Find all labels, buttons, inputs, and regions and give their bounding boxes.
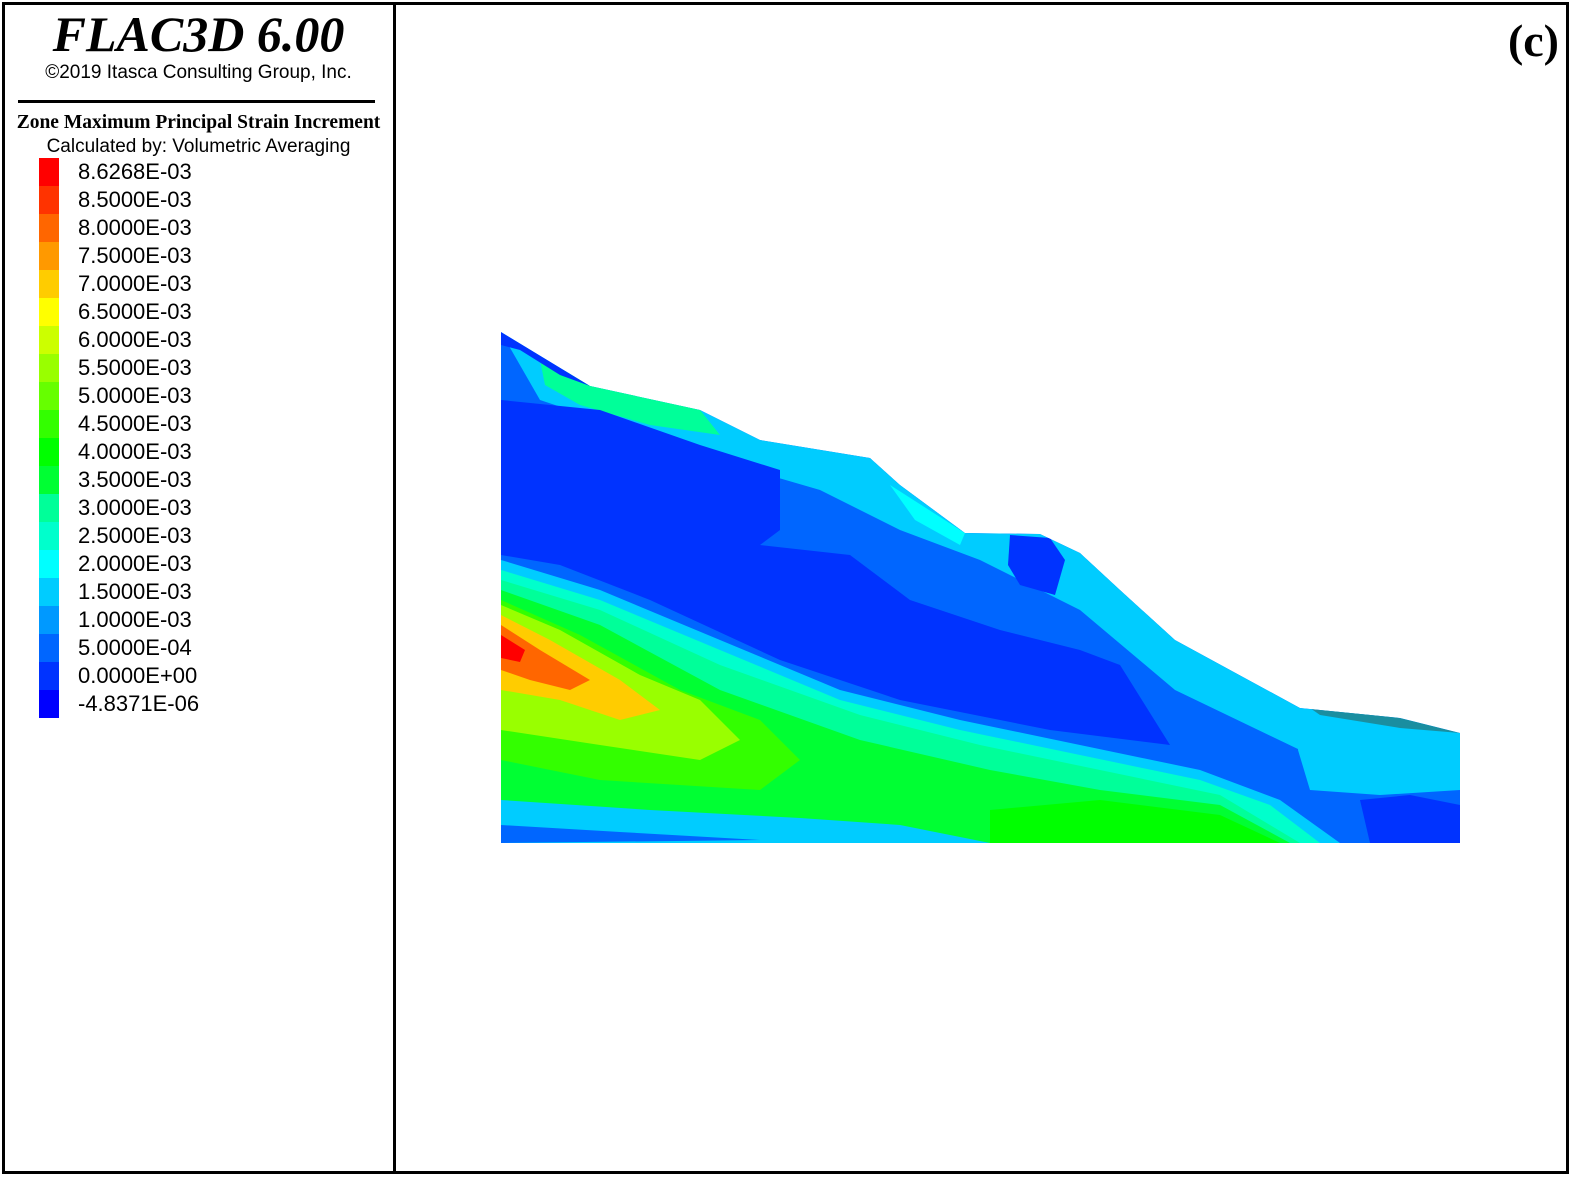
- copyright-text: ©2019 Itasca Consulting Group, Inc.: [45, 62, 352, 83]
- legend-label: 2.0000E-03: [78, 551, 192, 576]
- contour-band-low-pocket: [1008, 535, 1065, 595]
- legend-label: 2.5000E-03: [78, 523, 192, 548]
- legend-swatch: [39, 214, 59, 242]
- contour-band-toe-cyan: [1298, 708, 1460, 795]
- contour-band-toe-low: [1360, 795, 1460, 843]
- legend-swatch: [39, 494, 59, 522]
- legend-swatch: [39, 438, 59, 466]
- legend-swatch: [39, 410, 59, 438]
- panel-divider: [393, 2, 396, 1174]
- legend-label: 8.5000E-03: [78, 187, 192, 212]
- legend-swatch: [39, 690, 59, 718]
- slope-contours: [501, 332, 1460, 843]
- legend-swatch: [39, 662, 59, 690]
- legend-swatch: [39, 578, 59, 606]
- panel-label: (c): [1507, 15, 1559, 66]
- contour-band-toe-green: [990, 800, 1280, 843]
- header-rule: [18, 100, 375, 103]
- legend-swatch: [39, 354, 59, 382]
- legend-label: 1.5000E-03: [78, 579, 192, 604]
- contour-band-bench: [890, 485, 965, 545]
- contour-band-crest: [501, 332, 590, 386]
- contour-band-orange-yellow: [501, 615, 660, 720]
- legend-label: 5.0000E-03: [78, 383, 192, 408]
- legend-label: 8.0000E-03: [78, 215, 192, 240]
- contour-band-surface: [501, 332, 1300, 750]
- legend-label: 4.0000E-03: [78, 439, 192, 464]
- contour-band-max: [501, 635, 525, 662]
- legend-swatch: [39, 606, 59, 634]
- legend-label: 1.0000E-03: [78, 607, 192, 632]
- legend-swatch: [39, 466, 59, 494]
- legend-label: 6.5000E-03: [78, 299, 192, 324]
- legend-swatch: [39, 522, 59, 550]
- contour-band-surface-peak: [540, 360, 720, 435]
- contour-band-low-core: [501, 400, 1170, 745]
- legend-label: -4.8371E-06: [78, 691, 200, 716]
- app-title: FLAC3D 6.00: [52, 6, 345, 62]
- legend-label: 3.5000E-03: [78, 467, 192, 492]
- legend-subtitle: Calculated by: Volumetric Averaging: [46, 136, 351, 157]
- contour-band-orange: [501, 625, 590, 690]
- legend-swatch: [39, 242, 59, 270]
- legend-label: 0.0000E+00: [78, 663, 198, 688]
- legend-title: Zone Maximum Principal Strain Increment: [16, 112, 381, 133]
- legend-swatch: [39, 326, 59, 354]
- contour-band-bottom-blue: [501, 825, 760, 843]
- legend-label: 5.5000E-03: [78, 355, 192, 380]
- legend-label: 8.6268E-03: [78, 159, 192, 184]
- legend-label: 7.0000E-03: [78, 271, 192, 296]
- legend-swatch: [39, 270, 59, 298]
- contour-band-toe-edge: [1310, 708, 1460, 733]
- legend-swatch: [39, 382, 59, 410]
- legend-swatch: [39, 158, 59, 186]
- legend-label: 3.0000E-03: [78, 495, 192, 520]
- legend-label: 5.0000E-04: [78, 635, 192, 660]
- legend-label: 4.5000E-03: [78, 411, 192, 436]
- legend-swatch: [39, 298, 59, 326]
- legend-label: 7.5000E-03: [78, 243, 192, 268]
- legend-swatch: [39, 634, 59, 662]
- legend-swatch: [39, 550, 59, 578]
- legend-swatch: [39, 186, 59, 214]
- legend-label: 6.0000E-03: [78, 327, 192, 352]
